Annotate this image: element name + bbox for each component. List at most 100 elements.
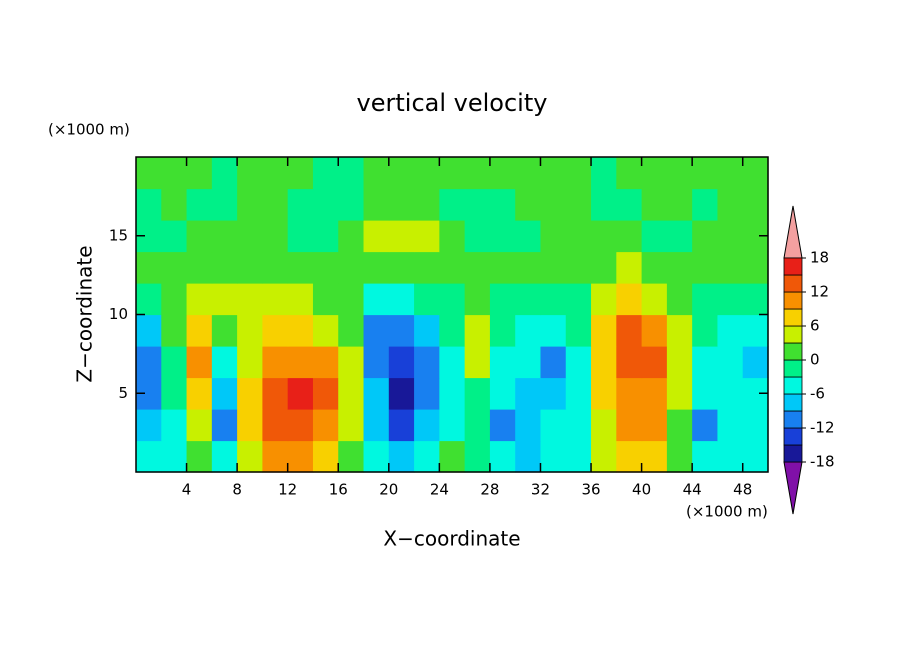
contour-cell [262,377,289,410]
contour-cell [363,377,390,410]
contour-cell [515,220,542,253]
contour-cell [161,283,188,316]
contour-cell [211,188,238,221]
colorbar-tick-label: 0 [810,351,820,369]
contour-cell [666,314,693,347]
contour-cell [388,157,415,190]
contour-cell [312,314,339,347]
contour-cell [666,440,693,473]
contour-cell [742,157,769,190]
contour-cell [540,251,567,284]
y-tick-label: 10 [109,305,128,323]
contour-cell [565,157,592,190]
contour-cell [388,409,415,442]
contour-cell [414,251,440,284]
contour-cell [717,157,744,190]
contour-cell [742,283,769,316]
contour-cell [641,283,668,316]
contour-cell [641,188,668,221]
contour-cell [136,188,162,221]
contour-cell [742,188,769,221]
contour-cell [489,440,516,473]
contour-cell [414,157,440,190]
contour-cell [287,409,314,442]
x-tick-label: 28 [480,481,499,499]
contour-cell [312,346,339,379]
colorbar-box [783,359,803,378]
contour-cell [692,314,719,347]
contour-cell [439,346,466,379]
contour-cell [388,314,415,347]
contour-cell [388,220,415,253]
contour-cell [211,409,238,442]
contour-cell [186,251,213,284]
contour-cell [237,377,263,410]
contour-cell [439,157,466,190]
x-tick-label: 44 [683,481,702,499]
contour-cell [515,157,542,190]
contour-cell [287,346,314,379]
contour-cell [591,409,617,442]
contour-cell [616,377,643,410]
contour-cell [540,346,567,379]
contour-cell [161,377,188,410]
contour-cell [287,440,314,473]
colorbar-box [783,291,803,310]
contour-cell [439,314,466,347]
x-tick-label: 20 [379,481,398,499]
contour-cell [717,440,744,473]
contour-cell [237,440,263,473]
colorbar-box [783,427,803,446]
contour-cell [464,220,491,253]
colorbar-box [783,410,803,429]
contour-cell [616,188,643,221]
y-tick-label: 5 [118,384,128,402]
contour-cell [312,251,339,284]
contour-cell [262,188,289,221]
colorbar-high [783,205,803,259]
contour-cell [136,440,162,473]
contour-cell [262,314,289,347]
contour-cell [489,377,516,410]
contour-cell [489,283,516,316]
contour-cell [717,409,744,442]
contour-cell [641,440,668,473]
contour-cell [641,409,668,442]
colorbar-box [783,325,803,344]
contour-cell [742,440,769,473]
contour-cell [211,220,238,253]
contour-cell [464,346,491,379]
contour-cell [136,409,162,442]
contour-cell [616,346,643,379]
contour-cell [515,377,542,410]
colorbar-tick-label: 12 [810,283,829,301]
contour-cell [489,251,516,284]
contour-cell [489,409,516,442]
contour-cell [464,314,491,347]
contour-cell [515,188,542,221]
colorbar-tick-label: -18 [810,453,835,471]
contour-cell [363,314,390,347]
contour-cell [591,220,617,253]
contour-cell [565,440,592,473]
x-tick-label: 8 [232,481,242,499]
contour-cell [666,346,693,379]
contour-cell [186,220,213,253]
contour-cell [439,283,466,316]
colorbar-low [783,461,803,515]
contour-cell [515,409,542,442]
contour-cell [338,220,365,253]
contour-cell [742,251,769,284]
y-unit: (×1000 m) [48,121,130,139]
contour-cell [515,346,542,379]
y-axis-label: Z−coordinate [73,245,97,382]
contour-cell [136,314,162,347]
contour-cell [641,251,668,284]
contour-cell [540,314,567,347]
contour-cell [717,346,744,379]
contour-cell [363,283,390,316]
contour-cell [565,188,592,221]
contour-cell [515,314,542,347]
contour-cell [211,377,238,410]
